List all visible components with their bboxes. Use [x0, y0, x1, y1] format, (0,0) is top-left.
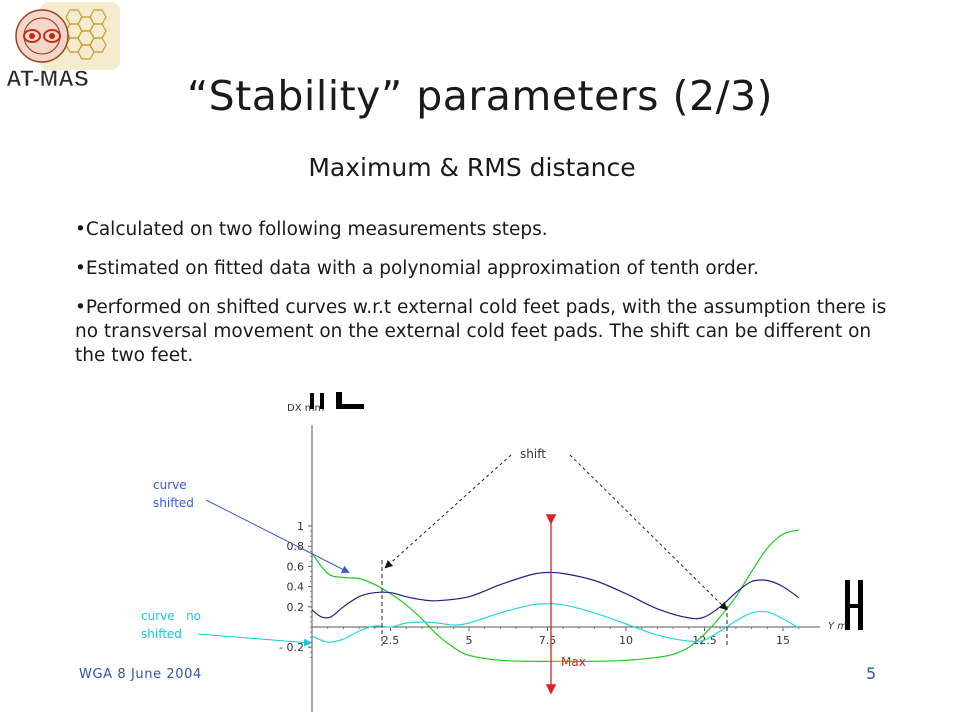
y-tick-label: 0.2	[287, 601, 305, 614]
y-tick-label: 0.6	[287, 560, 305, 573]
axis-corner-glyph	[310, 392, 863, 630]
series-line-cyan	[311, 603, 799, 643]
x-tick-label: 10	[619, 634, 633, 647]
bullet-list: Calculated on two following measurements…	[75, 218, 895, 383]
x-tick-label: 15	[776, 634, 790, 647]
curve-no-shifted-arrow	[197, 633, 312, 647]
y-tick-group: 10.80.60.40.2- 0.2	[279, 520, 312, 658]
curve-no-shifted-line2: shifted	[141, 627, 182, 641]
at-mas-logo: AT-MAS	[6, 2, 120, 91]
slide-subtitle: Maximum & RMS distance	[308, 153, 636, 182]
logo-text: AT-MAS	[6, 66, 89, 91]
bullet-item: Calculated on two following measurements…	[75, 218, 895, 242]
x-tick-label: 2.5	[382, 634, 400, 647]
x-tick-label: 7.5	[539, 634, 557, 647]
shift-arrow-right	[569, 454, 728, 611]
shift-label: shift	[520, 447, 546, 461]
footer-date: WGA 8 June 2004	[79, 667, 202, 682]
bullet-item: Estimated on fitted data with a polynomi…	[75, 257, 895, 281]
bullet-item: Performed on shifted curves w.r.t extern…	[75, 296, 895, 368]
page-number: 5	[866, 664, 877, 683]
curve-shifted-line2: shifted	[153, 496, 194, 510]
x-axis-label: Y m	[828, 621, 847, 632]
shift-arrow-left	[384, 454, 512, 569]
curve-shifted-label: curve shifted	[153, 478, 194, 510]
y-tick-label: - 0.2	[279, 641, 304, 654]
logo-magnet-rings	[15, 9, 69, 63]
curve-shifted-arrow	[205, 499, 350, 573]
y-tick-label: 1	[297, 520, 304, 533]
curve-no-shifted-line1: curve no	[141, 609, 201, 623]
curve-no-shifted-label: curve no shifted	[141, 609, 205, 641]
x-tick-label: 5	[466, 634, 473, 647]
stability-chart: 10.80.60.40.2- 0.2 2.5 5 7.5 10 12.5 15 DX mm…	[141, 392, 863, 712]
max-label: Max	[561, 655, 586, 669]
y-tick-label: 0.4	[287, 581, 305, 594]
slide-title: “Stability” parameters (2/3)	[186, 72, 774, 120]
y-axis-label: DX mm	[287, 403, 324, 414]
series-line-blue	[311, 571, 800, 620]
x-tick-group: 2.5 5 7.5 10 12.5 15	[327, 627, 800, 647]
curve-shifted-line1: curve	[153, 478, 187, 492]
